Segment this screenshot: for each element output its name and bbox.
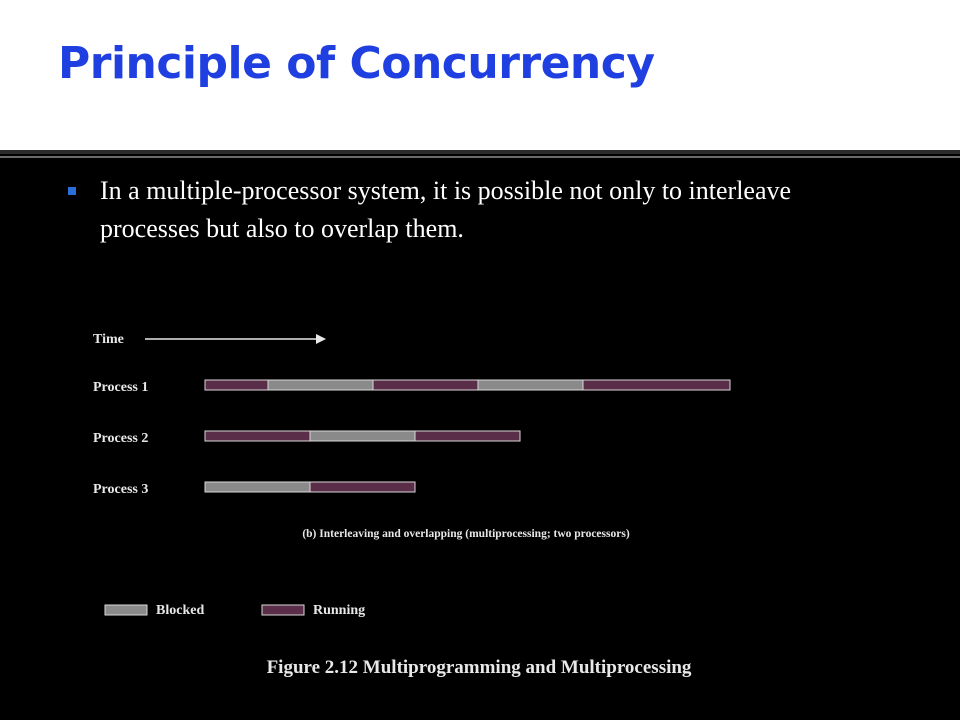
segment-running xyxy=(204,430,311,442)
bullet-square-icon xyxy=(68,187,76,195)
process-label: Process 1 xyxy=(93,380,148,395)
time-label: Time xyxy=(93,332,124,347)
process-label: Process 2 xyxy=(93,431,148,446)
title-divider xyxy=(0,150,960,154)
subcaption: (b) Interleaving and overlapping (multip… xyxy=(302,528,629,540)
legend-swatch-blocked xyxy=(104,604,148,616)
legend-label-running: Running xyxy=(313,603,365,618)
segment-running xyxy=(372,379,479,391)
segment-blocked xyxy=(309,430,416,442)
bullet-text: In a multiple-processor system, it is po… xyxy=(100,176,792,243)
segment-blocked xyxy=(477,379,584,391)
process-rows: Process 1 Process 2 Process 3 xyxy=(93,379,731,497)
title-divider-accent xyxy=(0,156,960,158)
legend-label-blocked: Blocked xyxy=(156,603,204,618)
segment-blocked xyxy=(204,481,311,493)
slide-title: Principle of Concurrency xyxy=(58,38,655,89)
segment-blocked xyxy=(267,379,374,391)
time-arrow-icon xyxy=(316,334,326,344)
segment-running xyxy=(582,379,731,391)
legend-swatch-running xyxy=(261,604,305,616)
segment-running xyxy=(414,430,521,442)
segment-running xyxy=(309,481,416,493)
figure-caption: Figure 2.12 Multiprogramming and Multipr… xyxy=(267,657,692,678)
segment-running xyxy=(204,379,269,391)
title-area: Principle of Concurrency xyxy=(0,0,960,150)
process-label: Process 3 xyxy=(93,482,148,497)
